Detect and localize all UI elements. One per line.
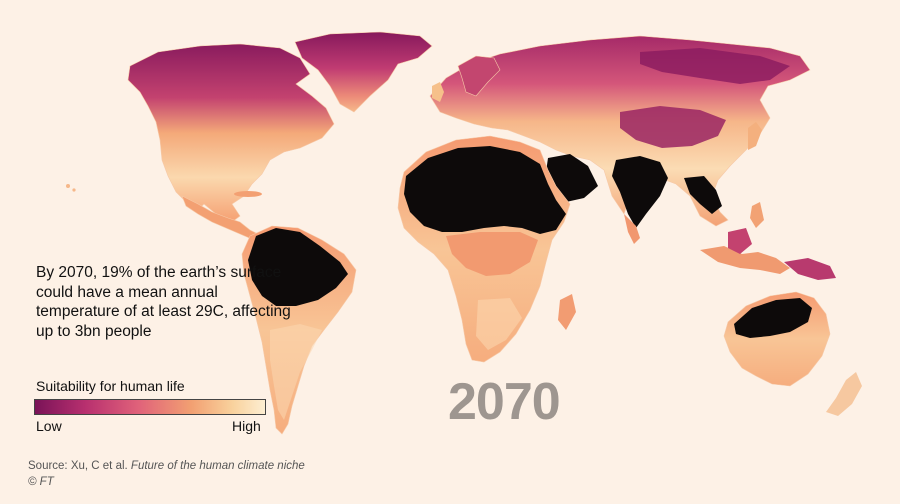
new-guinea-shape	[784, 258, 836, 280]
borneo-shape	[728, 228, 752, 254]
india-coast-band	[624, 214, 640, 244]
southern-africa-band	[476, 298, 522, 350]
greenland-shape	[294, 31, 433, 113]
island-marker	[72, 188, 76, 192]
philippines-shape	[750, 202, 764, 228]
se-asia-extreme-heat	[684, 176, 722, 214]
source-prefix: Source: Xu, C et al.	[28, 460, 131, 472]
cuba-shape	[234, 191, 262, 197]
legend-low-label: Low	[36, 418, 62, 434]
australia-extreme-heat	[734, 298, 812, 338]
headline-text: By 2070, 19% of the earth’s surface coul…	[36, 264, 291, 340]
source-credit: Source: Xu, C et al. Future of the human…	[28, 460, 305, 472]
legend-title: Suitability for human life	[36, 378, 185, 394]
eurasia-shape	[429, 35, 811, 227]
japan-shape	[748, 122, 762, 150]
legend-color-bar	[34, 399, 266, 415]
amazon-extreme-heat	[248, 228, 348, 306]
uk-shape	[432, 82, 444, 102]
sahara-extreme-heat	[404, 146, 566, 234]
island-marker	[66, 184, 70, 188]
source-title: Future of the human climate niche	[130, 460, 305, 472]
siberia-low-suitability	[640, 48, 790, 84]
legend-high-label: High	[232, 418, 261, 434]
new-zealand-shape	[826, 372, 862, 416]
central-africa-band	[446, 232, 538, 276]
madagascar-shape	[558, 294, 576, 330]
india-shape	[612, 156, 668, 228]
year-label: 2070	[448, 373, 561, 431]
indonesia-shape	[700, 246, 790, 274]
tibet-low-suitability	[620, 106, 726, 148]
north-america-shape	[127, 43, 335, 223]
copyright-text: © FT	[28, 476, 54, 488]
south-america-gradient-band	[270, 324, 322, 420]
scandinavia-shape	[457, 55, 501, 97]
